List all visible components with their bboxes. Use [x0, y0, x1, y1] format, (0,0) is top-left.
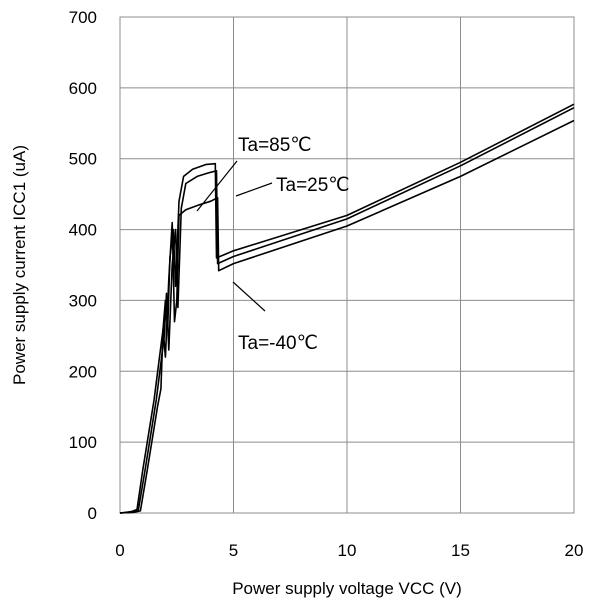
plot-frame [119, 16, 575, 514]
grid [119, 16, 575, 514]
x-tick-label: 20 [565, 541, 584, 560]
series-line-0 [119, 103, 575, 514]
annotation-ta25: Ta=25℃ [276, 175, 350, 196]
y-tick-label: 200 [69, 362, 97, 381]
y-tick-label: 600 [69, 79, 97, 98]
annotation-ta-40: Ta=-40℃ [238, 333, 318, 354]
x-tick-labels: 0 5 10 15 20 [115, 541, 583, 560]
annotation-leader-0 [196, 160, 238, 212]
y-tick-label: 500 [69, 150, 97, 169]
y-tick-label: 700 [69, 8, 97, 27]
y-tick-labels: 0 100 200 300 400 500 600 700 [69, 8, 97, 523]
y-tick-label: 400 [69, 221, 97, 240]
series-layer [119, 103, 575, 514]
annotation-leader-1 [235, 182, 273, 197]
annotation-leader-2 [232, 281, 266, 312]
y-axis-title: Power supply current ICC1 (uA) [10, 145, 29, 385]
x-tick-label: 5 [229, 541, 238, 560]
y-tick-label: 100 [69, 433, 97, 452]
y-tick-label: 300 [69, 291, 97, 310]
annotation-leaders [196, 160, 273, 312]
x-axis-title: Power supply voltage VCC (V) [232, 579, 462, 598]
annotation-ta85: Ta=85℃ [238, 135, 312, 156]
y-tick-label: 0 [88, 504, 97, 523]
series-line-1 [119, 106, 575, 514]
x-tick-label: 10 [338, 541, 357, 560]
x-tick-label: 0 [115, 541, 124, 560]
series-line-2 [119, 119, 575, 514]
x-tick-label: 15 [451, 541, 470, 560]
